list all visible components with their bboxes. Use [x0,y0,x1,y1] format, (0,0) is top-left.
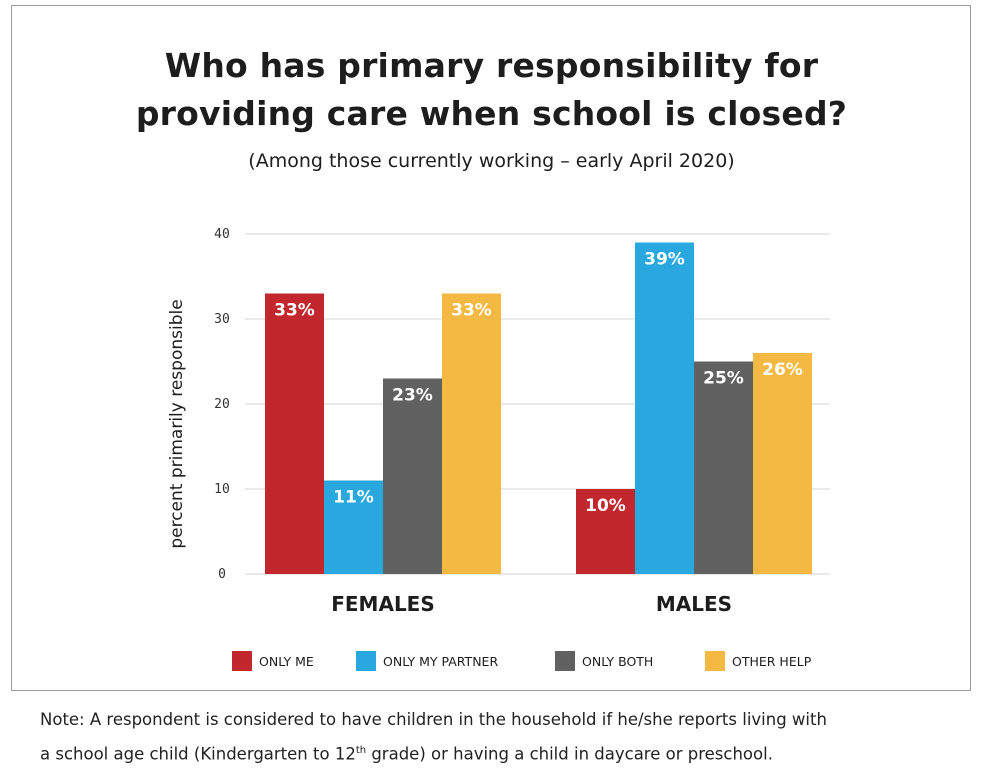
bar-data-label: 10% [585,496,626,516]
legend-item: ONLY ME [232,651,314,671]
y-tick-label: 20 [214,397,230,412]
y-axis-label: percent primarily responsible [167,299,187,548]
bar-data-label: 25% [703,369,744,389]
legend-label: ONLY ME [259,653,314,669]
bar [576,489,635,574]
legend-swatch [555,651,575,671]
chart-title: Who has primary responsibility for provi… [0,42,983,138]
bar [324,480,383,574]
bar-data-label: 26% [762,360,803,380]
category-label: MALES [656,592,732,616]
y-tick-label: 0 [218,567,226,582]
title-line-2: providing care when school is closed? [135,94,848,133]
bar-data-label: 11% [333,488,374,508]
bar [753,353,812,574]
bar-data-label: 39% [644,250,685,270]
bar [694,361,753,574]
category-label: FEMALES [331,592,435,616]
bar-data-label: 23% [392,386,433,406]
footnote-line-2-text: a school age child (Kindergarten to 12 [40,744,356,764]
y-tick-label: 30 [214,312,230,327]
legend-label: OTHER HELP [732,653,812,669]
footnote-line-2-end: grade) or having a child in daycare or p… [366,744,773,764]
chart-subtitle: (Among those currently working – early A… [248,150,735,172]
bar-chart: 0 10 20 30 40 percent primarily responsible 33… [167,227,830,616]
legend-item: OTHER HELP [705,651,811,671]
bar [442,293,501,574]
legend-item: ONLY MY PARTNER [356,651,498,671]
y-tick-label: 40 [214,227,230,242]
bar [635,242,694,574]
legend-swatch [232,651,252,671]
legend-swatch [705,651,725,671]
footnote-line-2: a school age child (Kindergarten to 12th… [40,735,975,770]
footnote-line-1: Note: A respondent is considered to have… [40,710,827,729]
legend-item: ONLY BOTH [555,651,653,671]
legend-swatch [356,651,376,671]
bar-data-label: 33% [451,301,492,321]
bar [265,293,324,574]
title-line-1: Who has primary responsibility for [164,46,819,85]
bar [383,378,442,574]
bar-data-label: 33% [274,301,315,321]
footnote: Note: A respondent is considered to have… [40,704,975,770]
legend-label: ONLY MY PARTNER [383,653,499,669]
chart-legend: ONLY ME ONLY MY PARTNER ONLY BOTH OTHER HEL… [0,651,983,671]
legend-label: ONLY BOTH [582,653,654,669]
footnote-superscript: th [355,745,367,756]
y-tick-label: 10 [214,482,230,497]
